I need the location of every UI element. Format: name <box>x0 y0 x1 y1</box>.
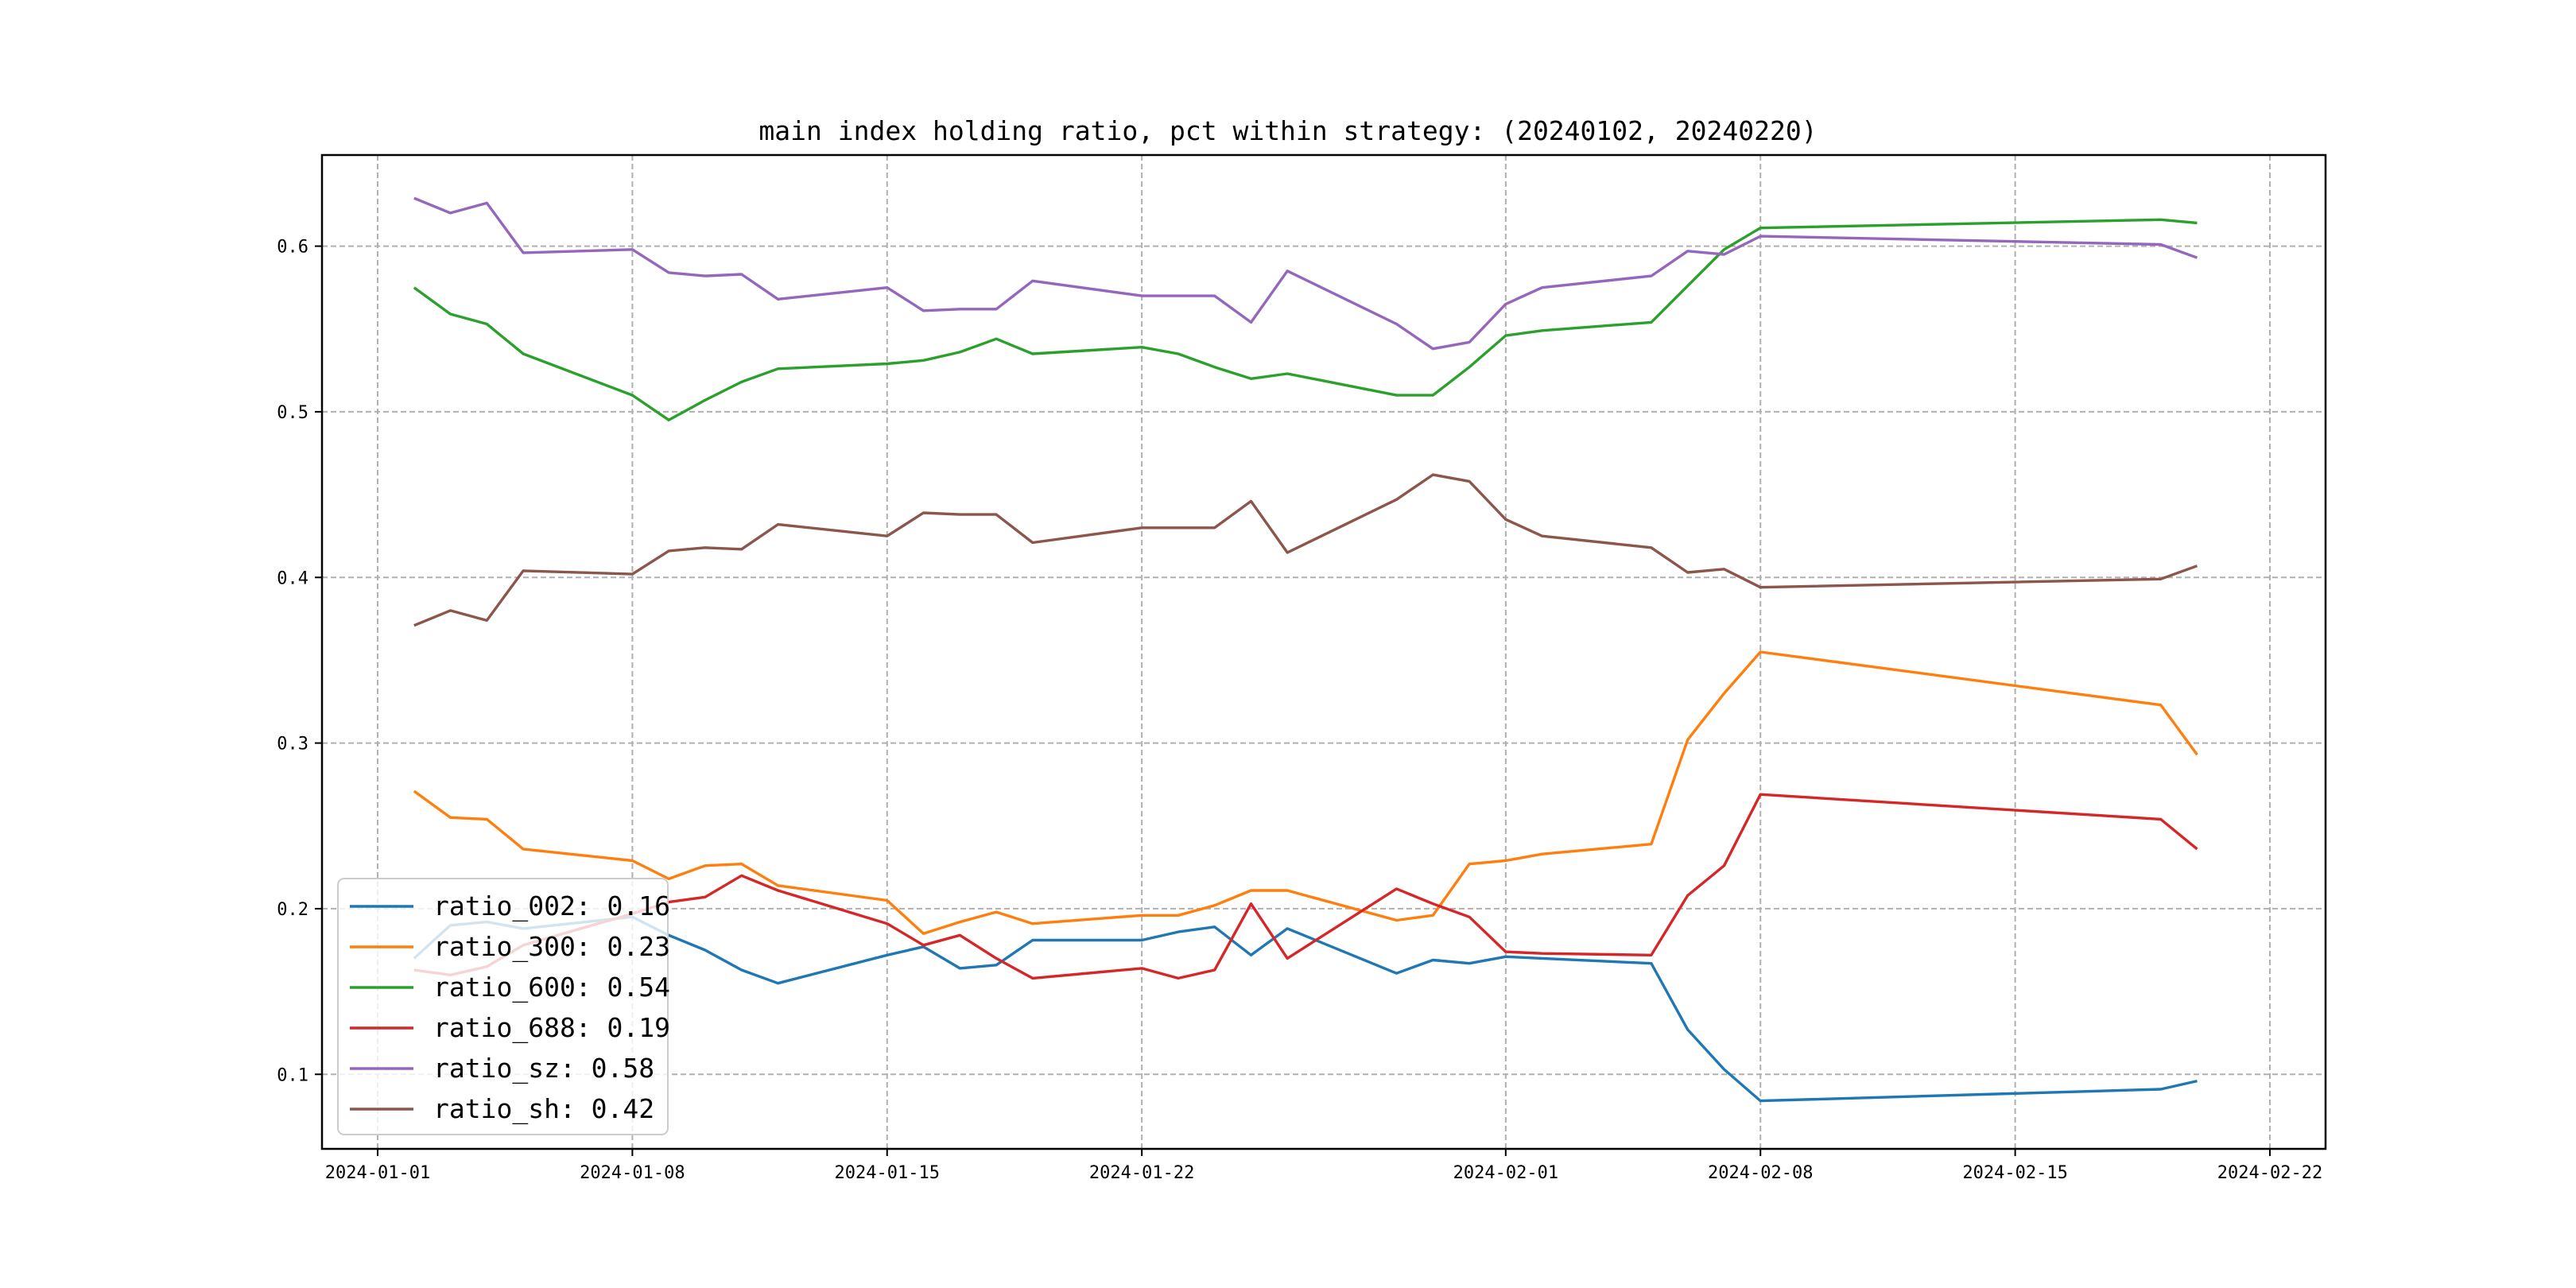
legend-label-ratio_sh: ratio_sh: 0.42 <box>433 1093 654 1125</box>
series-line-ratio_002 <box>413 915 2198 1103</box>
legend-label-ratio_300: ratio_300: 0.23 <box>433 931 670 963</box>
legend-label-ratio_sz: ratio_sz: 0.58 <box>433 1053 654 1084</box>
plot-area-frame <box>320 153 2327 1150</box>
series-lines <box>413 196 2198 1103</box>
x-tick-label: 2024-01-22 <box>1089 1163 1194 1183</box>
legend-label-ratio_002: ratio_002: 0.16 <box>433 890 670 922</box>
y-tick-label: 0.4 <box>277 568 308 588</box>
x-tick-label: 2024-01-15 <box>835 1163 940 1183</box>
legend-label-ratio_688: ratio_688: 0.19 <box>433 1012 670 1044</box>
x-tick-label: 2024-02-08 <box>1708 1163 1813 1183</box>
series-line-ratio_sz <box>413 196 2198 351</box>
legend: ratio_002: 0.16 ratio_300: 0.23 ratio_600:… <box>337 878 670 1135</box>
x-tick-label: 2024-02-22 <box>2217 1163 2322 1183</box>
y-tick-label: 0.3 <box>277 735 308 755</box>
series-line-ratio_688 <box>413 793 2198 980</box>
x-tick-label: 2024-02-15 <box>1962 1163 2067 1183</box>
chart-title: main index holding ratio, pct within str… <box>758 115 1817 146</box>
series-line-ratio_sh <box>413 473 2198 627</box>
legend-box <box>337 878 669 1135</box>
y-axis: 0.1 0.2 0.3 0.4 0.5 0.6 <box>277 238 322 1085</box>
x-axis: 2024-01-01 2024-01-08 2024-01-15 2024-01-22… <box>325 1149 2322 1183</box>
y-tick-label: 0.6 <box>277 238 308 258</box>
series-line-ratio_600 <box>413 218 2198 421</box>
y-tick-label: 0.2 <box>277 900 308 920</box>
y-tick-label: 0.1 <box>277 1065 308 1085</box>
x-tick-label: 2024-01-08 <box>580 1163 685 1183</box>
y-tick-label: 0.5 <box>277 403 308 423</box>
x-tick-label: 2024-01-01 <box>325 1163 430 1183</box>
series-line-ratio_300 <box>413 650 2198 935</box>
legend-label-ratio_600: ratio_600: 0.54 <box>433 972 670 1003</box>
x-tick-label: 2024-02-01 <box>1453 1163 1558 1183</box>
